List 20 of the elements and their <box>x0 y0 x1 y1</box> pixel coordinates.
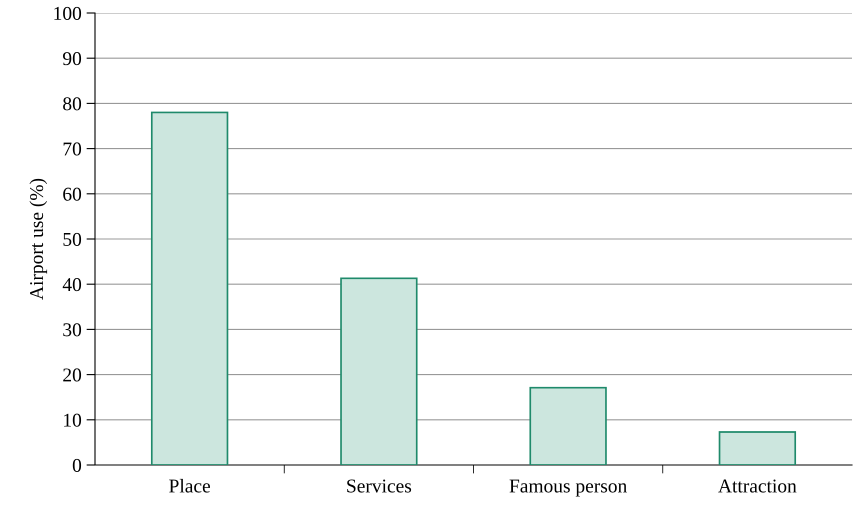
y-tick-label: 50 <box>63 232 82 246</box>
y-tick-label: 0 <box>72 458 82 472</box>
y-tick-label: 80 <box>63 97 82 110</box>
y-tick-label: 30 <box>63 323 82 336</box>
bar <box>150 112 228 465</box>
y-tick-label: 90 <box>62 52 82 66</box>
y-tick-label: 20 <box>63 368 82 382</box>
x-tick-label: Famous person <box>510 480 627 497</box>
y-tick-label: 70 <box>64 142 82 156</box>
y-tick-label: 60 <box>63 188 82 201</box>
y-axis-title: Airport use (%) <box>29 178 48 300</box>
x-tick-label: Services <box>347 480 412 493</box>
x-tick-label: Place <box>169 478 210 493</box>
bar <box>529 386 607 465</box>
y-tick-label: 100 <box>54 6 82 20</box>
x-tick-label: Attraction <box>718 480 796 493</box>
y-tick-label: 10 <box>64 414 82 427</box>
y-tick-label: 40 <box>62 278 82 292</box>
bar <box>718 431 796 465</box>
bar <box>340 277 418 465</box>
